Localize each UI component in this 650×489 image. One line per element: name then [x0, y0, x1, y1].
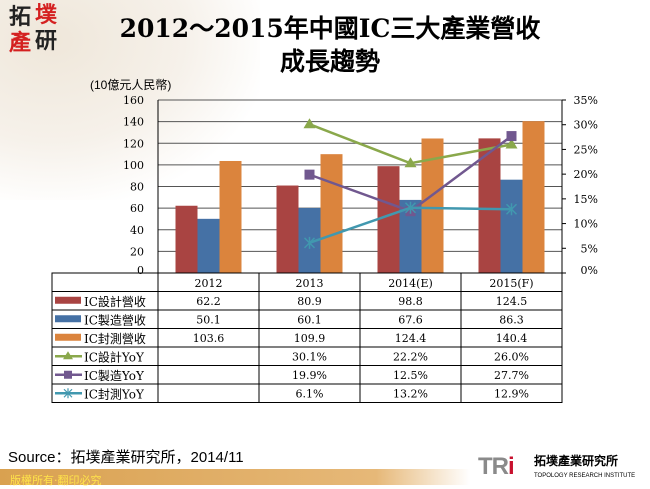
- copyright-text: 版權所有‧翻印必究: [10, 474, 102, 487]
- x-category-label: 2014(E): [388, 277, 433, 290]
- table-cell: 50.1: [196, 313, 221, 326]
- marker-square: [304, 169, 315, 180]
- brand-mark-i: i: [508, 453, 515, 480]
- legend-label: IC製造營收: [84, 313, 146, 327]
- legend-label: IC製造YoY: [84, 369, 145, 383]
- logo-char: 研: [35, 29, 58, 54]
- bar-2-2015(F): [522, 121, 545, 273]
- table-cell: 98.8: [398, 295, 423, 308]
- table-cell: 62.2: [196, 295, 221, 308]
- marker-star: [303, 236, 316, 249]
- y-left-tick-label: 40: [130, 224, 144, 237]
- y-right-tick-label: 5%: [581, 242, 598, 255]
- brand-en: TOPOLOGY RESEARCH INSTITUTE: [534, 473, 636, 479]
- x-category-label: 2013: [296, 277, 324, 290]
- table-cell: 30.1%: [292, 350, 327, 363]
- marker-square: [506, 131, 517, 142]
- legend-marker-star: [63, 388, 73, 399]
- brand-mark: TRi: [478, 453, 515, 481]
- y-left-tick-label: 80: [130, 181, 144, 194]
- y-right-tick-label: 10%: [574, 218, 598, 231]
- brand-cn: 拓墣產業研究所: [534, 454, 619, 468]
- table-cell: 27.7%: [494, 369, 529, 382]
- marker-star: [404, 201, 417, 214]
- legend-label: IC封測YoY: [84, 387, 145, 401]
- y-left-tick-label: 20: [130, 245, 144, 258]
- x-category-label: 2015(F): [489, 277, 533, 290]
- bar-0-2012: [175, 205, 198, 273]
- legend-label: IC設計營收: [84, 294, 146, 309]
- table-cell: 19.9%: [292, 369, 327, 382]
- legend-swatch: [55, 333, 81, 341]
- y-right-tick-label: 0%: [581, 264, 598, 277]
- table-cell: 6.1%: [296, 387, 324, 400]
- bar-2-2013: [320, 154, 343, 273]
- y-right-tick-label: 35%: [574, 94, 598, 107]
- marker-triangle: [404, 157, 417, 168]
- y-left-tick-label: 140: [123, 116, 144, 129]
- brand-mark-tr: TR: [478, 453, 509, 480]
- bar-1-2012: [197, 218, 220, 273]
- table-cell: 12.5%: [393, 369, 428, 382]
- y-right-tick-label: 20%: [574, 168, 598, 181]
- chart-title: 2012～2015年中國IC三大產業營收 成長趨勢: [90, 12, 570, 78]
- table-cell: 26.0%: [494, 350, 529, 363]
- legend-label: IC封測營收: [84, 332, 146, 346]
- legend-swatch: [55, 315, 81, 323]
- footer-bar: 版權所有‧翻印必究: [0, 469, 470, 487]
- table-cell: 124.5: [496, 295, 528, 308]
- bar-0-2013: [276, 185, 299, 273]
- table-cell: 22.2%: [393, 350, 428, 363]
- table-cell: 86.3: [499, 313, 524, 326]
- y-left-tick-label: 0: [137, 264, 144, 277]
- brand-logo: TRi 拓墣產業研究所 TOPOLOGY RESEARCH INSTITUTE: [478, 453, 648, 483]
- table-cell: 67.6: [398, 313, 423, 326]
- y-right-tick-label: 25%: [574, 143, 598, 156]
- title-line-2: 成長趨勢: [279, 47, 380, 76]
- logo: 拓 墣 產 研: [8, 4, 62, 56]
- title-line-1: 2012～2015年中國IC三大產業營收: [119, 14, 541, 43]
- table-cell: 140.4: [496, 332, 528, 345]
- table-cell: 13.2%: [393, 387, 428, 400]
- table-cell: 103.6: [193, 332, 225, 345]
- bar-0-2014(E): [377, 166, 400, 273]
- table-cell: 124.4: [395, 332, 427, 345]
- y-left-tick-label: 100: [123, 159, 144, 172]
- legend-label: IC設計YoY: [84, 349, 145, 364]
- table-cell: 60.1: [297, 313, 322, 326]
- marker-star: [505, 203, 518, 216]
- marker-triangle: [303, 118, 316, 129]
- table-cell: 109.9: [294, 332, 326, 345]
- y-left-tick-label: 120: [123, 137, 144, 150]
- legend-swatch: [55, 296, 81, 304]
- table-cell: 12.9%: [494, 387, 529, 400]
- bar-1-2014(E): [399, 199, 422, 273]
- table-cell: 80.9: [297, 295, 322, 308]
- bar-0-2015(F): [478, 138, 501, 273]
- y-axis-unit: (10億元人民幣): [90, 78, 172, 92]
- y-left-tick-label: 60: [130, 202, 144, 215]
- y-left-tick-label: 160: [123, 94, 144, 107]
- y-right-tick-label: 15%: [574, 193, 598, 206]
- source-text: Source：拓墣產業研究所，2014/11: [8, 449, 244, 466]
- bar-2-2014(E): [421, 138, 444, 273]
- logo-char: 拓: [9, 5, 32, 30]
- bar-2-2012: [219, 160, 242, 273]
- bar-1-2015(F): [500, 179, 523, 273]
- marker-triangle: [505, 138, 518, 149]
- legend-marker-square: [64, 370, 72, 379]
- logo-char: 墣: [35, 3, 58, 28]
- y-right-tick-label: 30%: [574, 119, 598, 132]
- legend-marker-triangle: [63, 351, 73, 360]
- logo-char: 產: [9, 31, 32, 56]
- x-category-label: 2012: [195, 277, 223, 290]
